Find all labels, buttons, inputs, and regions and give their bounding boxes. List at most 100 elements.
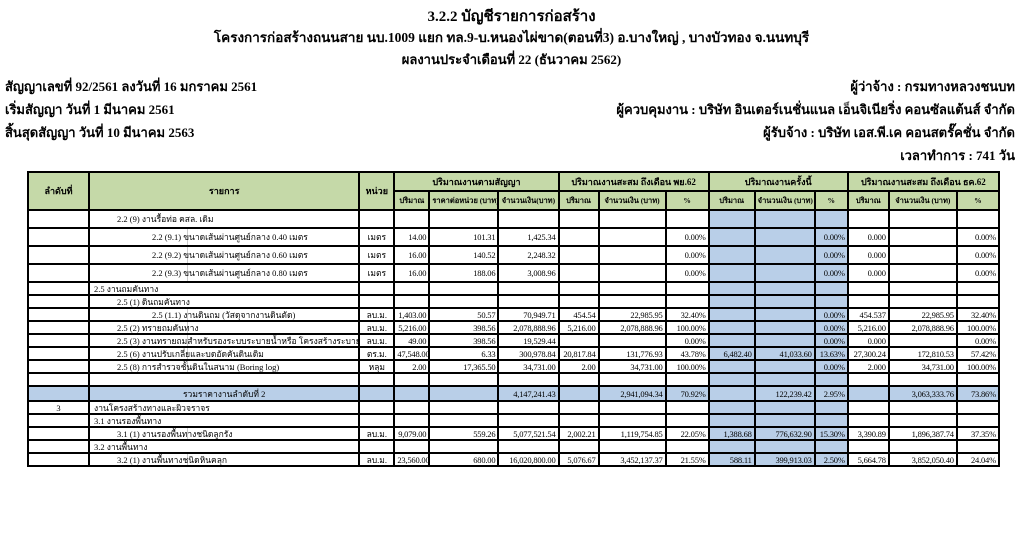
cell-c-amt — [497, 439, 560, 454]
cell-c-price: 398.56 — [428, 320, 500, 335]
cell-n-qty — [557, 281, 600, 296]
cell-c-qty — [393, 413, 431, 428]
cell-d-pct: 73.86% — [955, 385, 1001, 402]
boq-table: ลำดับที่ รายการ หน่วย ปริมาณงานตามสัญญา … — [26, 171, 1001, 467]
cell-t-pct — [813, 439, 849, 454]
cell-no — [26, 372, 91, 387]
cell-c-price — [428, 209, 500, 229]
cell-desc: 3.1 (1) งานรองพื้นทางชนิดลูกรัง — [88, 426, 361, 441]
cell-d-qty: 0.000 — [846, 263, 890, 283]
cell-c-price: 559.26 — [428, 426, 500, 441]
cell-n-qty — [557, 294, 600, 309]
cell-c-amt: 1,425.34 — [497, 227, 560, 247]
cell-c-price: 6.33 — [428, 346, 500, 361]
cell-c-price — [428, 385, 500, 402]
contract-info-left: สัญญาเลขที่ 92/2561 ลงวันที่ 16 มกราคม 2… — [5, 75, 257, 167]
boq-table-header: ลำดับที่ รายการ หน่วย ปริมาณงานตามสัญญา … — [26, 171, 1001, 211]
cell-n-qty — [557, 333, 600, 348]
cell-n-pct — [664, 439, 710, 454]
cell-t-pct — [813, 209, 849, 229]
cell-n-amt — [597, 372, 667, 387]
cell-n-pct: 0.00% — [664, 263, 710, 283]
cell-n-qty — [557, 400, 600, 415]
cell-d-amt: 3,852,050.40 — [887, 452, 958, 467]
header-this-amount: จำนวนเงิน (บาท) — [753, 190, 816, 211]
cell-d-amt: 34,731.00 — [887, 359, 958, 374]
cell-no — [26, 385, 91, 402]
contract-info: สัญญาเลขที่ 92/2561 ลงวันที่ 16 มกราคม 2… — [0, 75, 1023, 167]
cell-t-qty — [707, 294, 756, 309]
cell-c-qty: 47,548.00 — [393, 346, 431, 361]
cell-n-amt: 1,119,754.85 — [597, 426, 667, 441]
cell-c-amt — [497, 413, 560, 428]
cell-c-amt: 70,949.71 — [497, 307, 560, 322]
table-row: 2.5 (1) ดินถมคันทาง — [26, 294, 1001, 309]
cell-d-pct: 0.00% — [955, 333, 1001, 348]
header-this-percent: % — [813, 190, 849, 211]
cell-c-qty: 23,560.00 — [393, 452, 431, 467]
table-row: 3.2 งานพื้นทาง — [26, 439, 1001, 454]
cell-n-pct — [664, 209, 710, 229]
cell-n-qty — [557, 245, 600, 265]
cell-desc: 3.2 งานพื้นทาง — [88, 439, 361, 454]
cell-c-price: 101.31 — [428, 227, 500, 247]
cell-unit: เมตร — [358, 245, 396, 265]
cell-no — [26, 209, 91, 229]
cell-t-amt — [753, 400, 816, 415]
cell-n-amt — [597, 209, 667, 229]
cell-c-price: 188.06 — [428, 263, 500, 283]
cell-desc: 2.5 (6) งานปรับเกลี่ยและบดอัดคันดินเดิม — [88, 346, 361, 361]
cell-t-qty — [707, 439, 756, 454]
cell-n-pct: 100.00% — [664, 359, 710, 374]
cell-c-qty: 16.00 — [393, 245, 431, 265]
cell-c-price: 680.00 — [428, 452, 500, 467]
cell-no — [26, 452, 91, 467]
cell-n-qty: 2,002.21 — [557, 426, 600, 441]
cell-t-pct: 0.00% — [813, 263, 849, 283]
cell-d-pct: 100.00% — [955, 359, 1001, 374]
cell-desc: 2.5 (2) ทรายถมคันทาง — [88, 320, 361, 335]
cell-t-amt — [753, 263, 816, 283]
cell-t-qty — [707, 227, 756, 247]
cell-no: 3 — [26, 400, 91, 415]
cell-d-pct: 57.42% — [955, 346, 1001, 361]
cell-c-qty: 14.00 — [393, 227, 431, 247]
cell-c-price — [428, 413, 500, 428]
cell-no — [26, 426, 91, 441]
cell-desc: 3.2 (1) งานพื้นทางชนิดหินคลุก — [88, 452, 361, 467]
cell-n-amt — [597, 281, 667, 296]
cell-d-qty — [846, 209, 890, 229]
cell-n-pct: 0.00% — [664, 227, 710, 247]
cell-c-amt: 2,078,888.96 — [497, 320, 560, 335]
table-row: 2.2 (9.1) ขนาดเส้นผ่านศูนย์กลาง 0.40 เมต… — [26, 227, 1001, 247]
cell-unit: เมตร — [358, 227, 396, 247]
header-group-this-period: ปริมาณงานครั้งนี้ — [707, 171, 849, 192]
cell-unit — [358, 372, 396, 387]
cell-d-pct: 24.04% — [955, 452, 1001, 467]
cell-no — [26, 281, 91, 296]
cell-n-pct: 21.55% — [664, 452, 710, 467]
cell-unit: ลบ.ม. — [358, 333, 396, 348]
cell-d-amt — [887, 333, 958, 348]
table-row: 2.5 (6) งานปรับเกลี่ยและบดอัดคันดินเดิมต… — [26, 346, 1001, 361]
cell-c-qty: 5,216.00 — [393, 320, 431, 335]
cell-c-amt — [497, 294, 560, 309]
table-row — [26, 372, 1001, 387]
cell-t-amt — [753, 294, 816, 309]
cell-desc: 2.5 (8) การสำรวจชั้นดินในสนาม (Boring lo… — [88, 359, 361, 374]
cell-unit — [358, 209, 396, 229]
cell-t-qty — [707, 400, 756, 415]
cell-d-qty: 0.000 — [846, 227, 890, 247]
cell-n-pct: 100.00% — [664, 320, 710, 335]
cell-n-amt — [597, 294, 667, 309]
cell-c-price — [428, 294, 500, 309]
header-no: ลำดับที่ — [26, 171, 91, 211]
cell-n-amt: 131,776.93 — [597, 346, 667, 361]
contract-start-date: เริ่มสัญญา วันที่ 1 มีนาคม 2561 — [5, 102, 175, 117]
cell-unit — [358, 294, 396, 309]
cell-desc: 2.2 (9.3) ขนาดเส้นผ่านศูนย์กลาง 0.80 เมต… — [88, 263, 361, 283]
cell-d-pct: 37.35% — [955, 426, 1001, 441]
header-nov-percent: % — [664, 190, 710, 211]
cell-n-pct — [664, 400, 710, 415]
cell-desc: 2.2 (9.1) ขนาดเส้นผ่านศูนย์กลาง 0.40 เมต… — [88, 227, 361, 247]
